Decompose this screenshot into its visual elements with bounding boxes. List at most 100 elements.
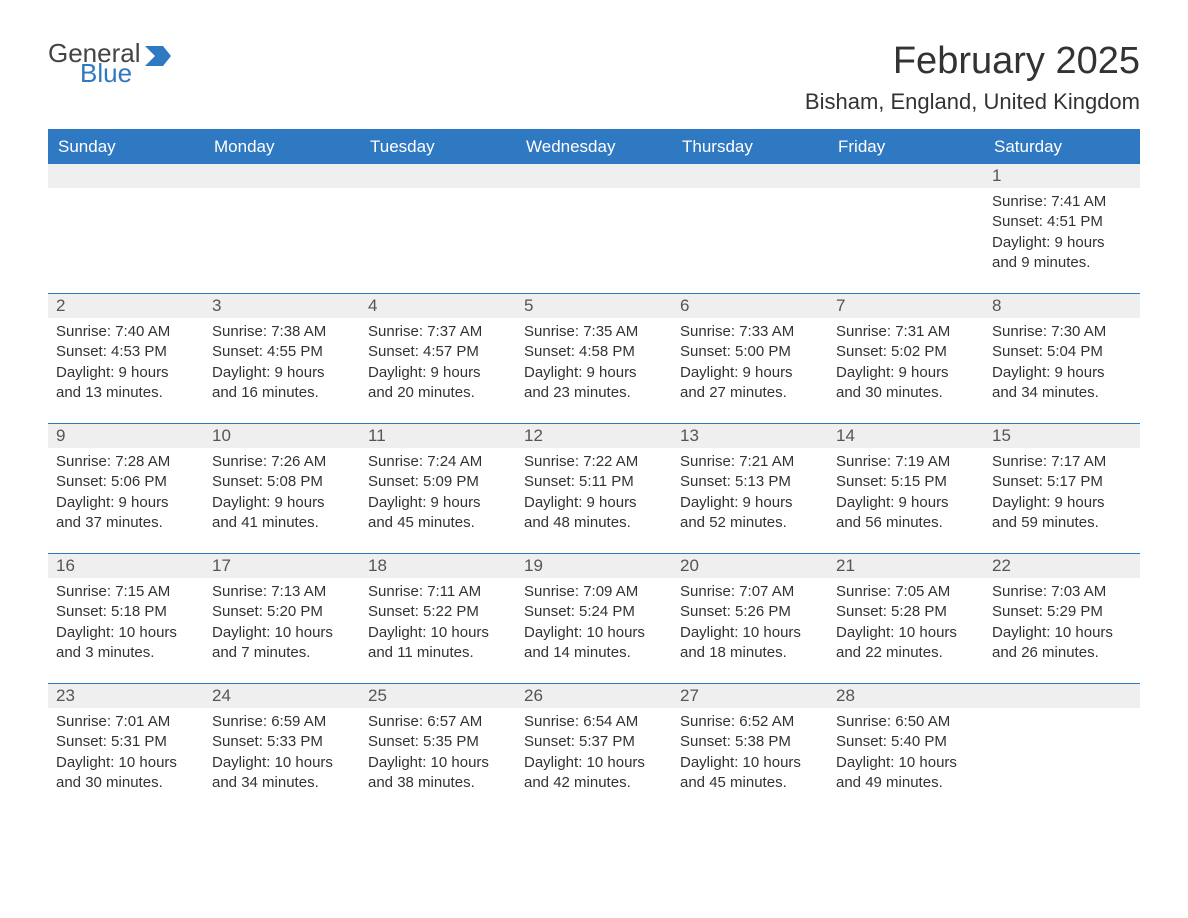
daylight-line: Daylight: 9 hours and 23 minutes.: [524, 363, 664, 404]
daylight-line: Daylight: 9 hours and 13 minutes.: [56, 363, 196, 404]
sunset-line: Sunset: 5:26 PM: [680, 602, 820, 622]
day-number: 6: [680, 296, 689, 315]
sunrise-line: Sunrise: 7:17 AM: [992, 452, 1132, 472]
daylight-line: Daylight: 9 hours and 20 minutes.: [368, 363, 508, 404]
sunset-line: Sunset: 5:28 PM: [836, 602, 976, 622]
day-number-row: [516, 164, 672, 188]
day-number-row: 13: [672, 424, 828, 448]
daylight-line: Daylight: 10 hours and 26 minutes.: [992, 623, 1132, 664]
day-detail: Sunrise: 7:37 AMSunset: 4:57 PMDaylight:…: [368, 322, 508, 403]
day-number-row: 7: [828, 294, 984, 318]
day-number-row: [360, 164, 516, 188]
sunrise-line: Sunrise: 7:22 AM: [524, 452, 664, 472]
day-cell: 13Sunrise: 7:21 AMSunset: 5:13 PMDayligh…: [672, 424, 828, 553]
day-number: 22: [992, 556, 1011, 575]
sunrise-line: Sunrise: 6:52 AM: [680, 712, 820, 732]
daylight-line: Daylight: 10 hours and 38 minutes.: [368, 753, 508, 794]
daylight-line: Daylight: 10 hours and 11 minutes.: [368, 623, 508, 664]
sunrise-line: Sunrise: 7:35 AM: [524, 322, 664, 342]
dow-friday: Friday: [828, 131, 984, 163]
day-number-row: 24: [204, 684, 360, 708]
dow-tuesday: Tuesday: [360, 131, 516, 163]
day-cell: 12Sunrise: 7:22 AMSunset: 5:11 PMDayligh…: [516, 424, 672, 553]
day-cell: 21Sunrise: 7:05 AMSunset: 5:28 PMDayligh…: [828, 554, 984, 683]
daylight-line: Daylight: 9 hours and 56 minutes.: [836, 493, 976, 534]
day-number-row: 11: [360, 424, 516, 448]
sunset-line: Sunset: 4:58 PM: [524, 342, 664, 362]
day-cell: 2 Sunrise: 7:40 AMSunset: 4:53 PMDaylight…: [48, 294, 204, 423]
day-cell: 23Sunrise: 7:01 AMSunset: 5:31 PMDayligh…: [48, 684, 204, 813]
logo: General Blue: [48, 40, 171, 86]
sunset-line: Sunset: 4:53 PM: [56, 342, 196, 362]
sunrise-line: Sunrise: 6:54 AM: [524, 712, 664, 732]
day-detail: Sunrise: 6:54 AMSunset: 5:37 PMDaylight:…: [524, 712, 664, 793]
sunrise-line: Sunrise: 7:21 AM: [680, 452, 820, 472]
day-cell: 24 Sunrise: 6:59 AMSunset: 5:33 PMDayligh…: [204, 684, 360, 813]
day-detail: Sunrise: 6:59 AMSunset: 5:33 PMDaylight:…: [212, 712, 352, 793]
day-cell: 9Sunrise: 7:28 AMSunset: 5:06 PMDaylight…: [48, 424, 204, 553]
day-cell: 28Sunrise: 6:50 AMSunset: 5:40 PMDayligh…: [828, 684, 984, 813]
day-number: 25: [368, 686, 387, 705]
sunrise-line: Sunrise: 7:37 AM: [368, 322, 508, 342]
week-row: 16Sunrise: 7:15 AMSunset: 5:18 PMDayligh…: [48, 553, 1140, 683]
title-block: February 2025 Bisham, England, United Ki…: [805, 40, 1140, 115]
day-number-row: 25: [360, 684, 516, 708]
day-number-row: 6: [672, 294, 828, 318]
week-row: 23Sunrise: 7:01 AMSunset: 5:31 PMDayligh…: [48, 683, 1140, 813]
sunset-line: Sunset: 5:02 PM: [836, 342, 976, 362]
day-detail: Sunrise: 6:57 AMSunset: 5:35 PMDaylight:…: [368, 712, 508, 793]
sunset-line: Sunset: 5:31 PM: [56, 732, 196, 752]
sunset-line: Sunset: 5:29 PM: [992, 602, 1132, 622]
day-cell: 5Sunrise: 7:35 AMSunset: 4:58 PMDaylight…: [516, 294, 672, 423]
day-number: 24: [212, 686, 231, 705]
day-cell: 17Sunrise: 7:13 AMSunset: 5:20 PMDayligh…: [204, 554, 360, 683]
sunrise-line: Sunrise: 7:24 AM: [368, 452, 508, 472]
day-detail: Sunrise: 7:07 AMSunset: 5:26 PMDaylight:…: [680, 582, 820, 663]
day-cell: 11Sunrise: 7:24 AMSunset: 5:09 PMDayligh…: [360, 424, 516, 553]
day-detail: Sunrise: 7:26 AMSunset: 5:08 PMDaylight:…: [212, 452, 352, 533]
day-cell: 26Sunrise: 6:54 AMSunset: 5:37 PMDayligh…: [516, 684, 672, 813]
day-cell: 3Sunrise: 7:38 AMSunset: 4:55 PMDaylight…: [204, 294, 360, 423]
day-detail: Sunrise: 7:03 AMSunset: 5:29 PMDaylight:…: [992, 582, 1132, 663]
calendar: SundayMondayTuesdayWednesdayThursdayFrid…: [48, 129, 1140, 813]
sunrise-line: Sunrise: 6:50 AM: [836, 712, 976, 732]
day-cell-empty: [48, 164, 204, 293]
daylight-line: Daylight: 9 hours and 48 minutes.: [524, 493, 664, 534]
day-detail: Sunrise: 7:09 AMSunset: 5:24 PMDaylight:…: [524, 582, 664, 663]
sunrise-line: Sunrise: 7:38 AM: [212, 322, 352, 342]
dow-wednesday: Wednesday: [516, 131, 672, 163]
day-number-row: 18: [360, 554, 516, 578]
day-cell: 8Sunrise: 7:30 AMSunset: 5:04 PMDaylight…: [984, 294, 1140, 423]
day-number: 17: [212, 556, 231, 575]
day-number-row: 10: [204, 424, 360, 448]
day-number-row: 2: [48, 294, 204, 318]
day-number-row: 9: [48, 424, 204, 448]
sunrise-line: Sunrise: 7:40 AM: [56, 322, 196, 342]
day-number-row: [984, 684, 1140, 708]
daylight-line: Daylight: 10 hours and 34 minutes.: [212, 753, 352, 794]
dow-monday: Monday: [204, 131, 360, 163]
sunset-line: Sunset: 5:22 PM: [368, 602, 508, 622]
dow-saturday: Saturday: [984, 131, 1140, 163]
day-cell: 4Sunrise: 7:37 AMSunset: 4:57 PMDaylight…: [360, 294, 516, 423]
day-detail: Sunrise: 7:19 AMSunset: 5:15 PMDaylight:…: [836, 452, 976, 533]
day-cell-empty: [360, 164, 516, 293]
sunset-line: Sunset: 4:51 PM: [992, 212, 1132, 232]
day-detail: Sunrise: 7:05 AMSunset: 5:28 PMDaylight:…: [836, 582, 976, 663]
day-detail: Sunrise: 7:11 AMSunset: 5:22 PMDaylight:…: [368, 582, 508, 663]
day-cell: 22 Sunrise: 7:03 AMSunset: 5:29 PMDayligh…: [984, 554, 1140, 683]
day-detail: Sunrise: 7:17 AMSunset: 5:17 PMDaylight:…: [992, 452, 1132, 533]
day-number-row: 27: [672, 684, 828, 708]
day-cell: 15Sunrise: 7:17 AMSunset: 5:17 PMDayligh…: [984, 424, 1140, 553]
day-number: 8: [992, 296, 1001, 315]
day-cell: 1Sunrise: 7:41 AMSunset: 4:51 PMDaylight…: [984, 164, 1140, 293]
daylight-line: Daylight: 9 hours and 59 minutes.: [992, 493, 1132, 534]
logo-text: General Blue: [48, 40, 141, 86]
sunset-line: Sunset: 5:08 PM: [212, 472, 352, 492]
day-number-row: [672, 164, 828, 188]
sunrise-line: Sunrise: 7:33 AM: [680, 322, 820, 342]
day-number-row: [48, 164, 204, 188]
day-number: 19: [524, 556, 543, 575]
month-title: February 2025: [805, 40, 1140, 83]
daylight-line: Daylight: 10 hours and 22 minutes.: [836, 623, 976, 664]
